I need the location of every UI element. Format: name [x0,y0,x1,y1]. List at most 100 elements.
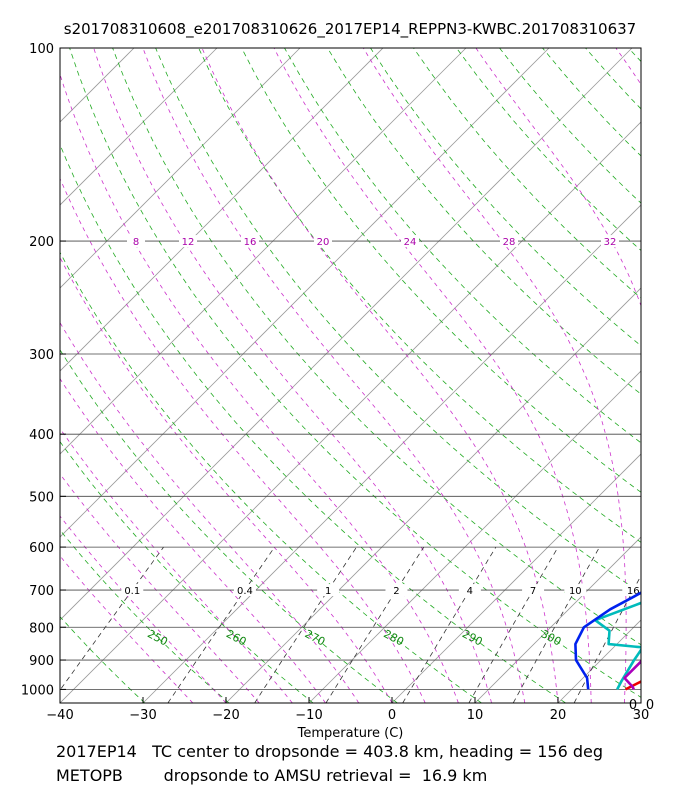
isotherm-line [60,48,550,538]
mixing-ratio-label-bg [233,584,256,597]
dry-adiabat-line [327,48,641,395]
mixing-ratio-label-bg [317,584,340,597]
moist-adiabat-line [60,515,227,703]
mixing-ratio-line [512,546,600,703]
moist-label-bg [401,235,419,248]
moist-label-bg [601,235,619,248]
dry-adiabat-line [112,48,641,646]
background-lines [0,48,700,703]
footer-retrieval-line: METOPB dropsonde to AMSU retrieval = 16.… [56,766,488,785]
mixing-ratio-label: 0.4 [237,586,253,597]
x-tick-label: −30 [129,708,156,723]
isotherm-line [60,48,218,206]
dry-adiabat-line [585,48,641,110]
moist-adiabat-label: 24 [404,237,417,248]
moist-label-bg [314,235,332,248]
moist-adiabat-label: 12 [182,237,195,248]
chart-title: s201708310608_e201708310626_2017EP14_REP… [63,20,637,38]
dry-adiabat-line [672,48,700,703]
mixing-ratio-label: 2 [393,586,399,597]
dry-adiabat-line [60,251,482,703]
dry-adiabat-line [60,529,230,703]
dry-adiabat-line [370,48,641,347]
moist-adiabat-line [615,48,641,86]
dry-adiabat-line [60,616,146,703]
y-tick-label: 900 [29,654,54,669]
dry-adiabat-line [60,143,566,703]
moist-adiabat-line [60,177,426,703]
isotherm-line [60,48,633,621]
moist-adiabat-line [362,48,627,703]
dry-adiabat-line [60,349,398,703]
sounding-profiles [574,591,641,691]
moist-adiabat-line [60,555,194,703]
corner-label: 0 [646,698,654,713]
dry-adiabat-line [456,48,641,252]
y-tick-label: 1000 [21,683,54,698]
moist-adiabat-line [201,48,559,703]
x-tick-label: −10 [295,708,322,723]
isotherm-line [60,48,135,123]
moist-adiabat-line [60,473,260,703]
dry-adiabat-line [60,441,314,703]
mixing-ratio-line [254,546,357,703]
dry-adiabat-line [198,48,641,543]
y-tick-label: 500 [29,490,54,505]
moist-adiabat-label: 28 [503,237,516,248]
moist-adiabat-line [60,321,360,703]
mixing-ratio-label-bg [458,584,481,597]
x-tick-label: −40 [46,708,73,723]
footer-distance-line: 2017EP14 TC center to dropsonde = 403.8 … [56,742,604,761]
dry-adiabat-line [60,701,61,703]
y-tick-label: 700 [29,584,54,599]
isobar-lines [60,47,641,690]
mixing-ratio-label-bg [522,584,545,597]
x-axis-label: Temperature (C) [297,726,404,741]
y-tick-label: 200 [29,235,54,250]
isotherm-line [391,453,641,703]
dry-adiabat-line [69,48,641,698]
mixing-ratio-line [468,546,559,703]
mixing-ratio-label-bg [564,584,587,597]
moist-label-bg [241,235,259,248]
mixing-ratio-label: 10 [569,586,582,597]
dry-adiabat-line [413,48,641,299]
mixing-ratio-label: 0.1 [124,586,140,597]
isotherm-line [60,48,301,289]
moist-adiabat-line [60,73,459,703]
moist-adiabat-line [60,427,293,703]
x-tick-label: 30 [633,708,650,723]
moist-label-bg [127,235,145,248]
series-line-AMSU-retrieval-dewpoint [574,591,641,690]
moist-adiabat-line [60,256,393,703]
y-tick-label: 400 [29,428,54,443]
x-tick-label: 10 [467,708,484,723]
theta-label: 260 [224,627,249,648]
x-tick-label: 0 [388,708,396,723]
y-tick-label: 100 [29,42,54,57]
moist-adiabat-line [142,48,526,703]
isotherm-line [60,48,467,455]
x-tick-label: 20 [550,708,567,723]
mixing-ratio-line [325,546,425,703]
x-tick-label: −20 [212,708,239,723]
isotherm-line [557,619,641,703]
isotherm-line [60,48,384,372]
moist-adiabat-label: 8 [133,237,139,248]
dry-adiabat-line [499,48,641,204]
y-tick-label: 800 [29,621,54,636]
isotherm-line [225,287,641,703]
moist-adiabat-label: 16 [244,237,257,248]
isotherm-line [308,370,641,703]
dry-adiabat-line [155,48,641,594]
mixing-ratio-label: 4 [467,586,473,597]
mixing-ratio-label: 1 [325,586,331,597]
theta-label: 290 [460,627,485,648]
isotherm-line [0,48,51,703]
isotherm-line [640,702,641,703]
mixing-ratio-label-bg [385,584,408,597]
moist-adiabat-label: 20 [317,237,330,248]
mixing-ratio-label: 7 [530,586,536,597]
mixing-ratio-line [167,546,275,703]
